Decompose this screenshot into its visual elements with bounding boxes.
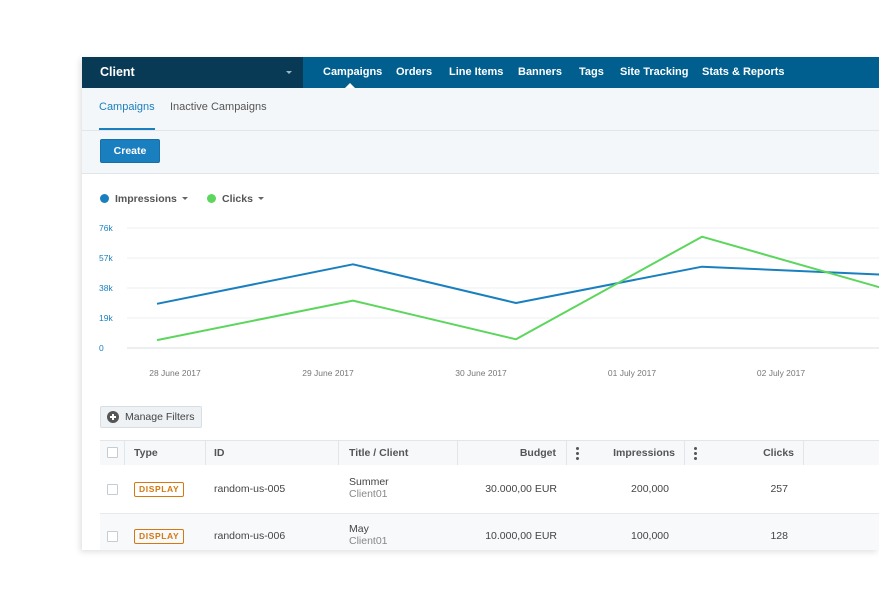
manage-filters-button[interactable]: Manage Filters <box>100 406 203 428</box>
campaign-client: Client01 <box>349 535 388 547</box>
active-nav-indicator <box>345 83 355 88</box>
top-navigation-bar: Client Campaigns Orders Line Items Banne… <box>82 57 879 88</box>
campaign-budget: 10.000,00 EUR <box>485 530 557 542</box>
campaign-impressions: 100,000 <box>631 530 669 542</box>
x-tick-label: 01 July 2017 <box>608 368 656 378</box>
table-header: Type ID Title / Client Budget Impression… <box>100 440 879 466</box>
header-type[interactable]: Type <box>134 447 158 459</box>
column-divider <box>803 441 804 465</box>
type-badge: DISPLAY <box>134 529 185 544</box>
y-tick-label: 57k <box>99 253 113 263</box>
line-chart: 76k 57k 38k 19k 0 28 June 2017 29 June 2017 30 … <box>99 223 879 378</box>
column-divider <box>457 441 458 465</box>
table-row[interactable]: DISPLAY random-us-005 Summer Client01 30… <box>100 465 879 514</box>
client-selector[interactable]: Client <box>82 57 303 88</box>
legend-clicks-label: Clicks <box>222 193 253 205</box>
select-all-checkbox[interactable] <box>107 447 118 458</box>
app-window: Client Campaigns Orders Line Items Banne… <box>82 57 879 550</box>
header-budget[interactable]: Budget <box>519 447 556 459</box>
column-divider <box>566 441 567 465</box>
campaign-clicks: 128 <box>770 530 788 542</box>
sub-tabs: Campaigns Inactive Campaigns <box>82 88 879 131</box>
legend-impressions[interactable]: Impressions <box>100 193 188 207</box>
y-tick-label: 0 <box>99 343 104 353</box>
column-divider <box>684 441 685 465</box>
impressions-column-menu-icon[interactable] <box>694 447 697 460</box>
nav-tags[interactable]: Tags <box>579 66 604 78</box>
nav-campaigns[interactable]: Campaigns <box>323 66 383 78</box>
legend-impressions-label: Impressions <box>115 193 177 205</box>
tab-campaigns[interactable]: Campaigns <box>99 88 155 130</box>
y-tick-label: 19k <box>99 313 113 323</box>
y-tick-label: 38k <box>99 283 113 293</box>
plus-circle-icon <box>107 411 119 423</box>
campaign-clicks: 257 <box>770 483 788 495</box>
campaign-title[interactable]: Summer Client01 <box>349 476 389 500</box>
manage-filters-label: Manage Filters <box>125 411 195 423</box>
series-line-clicks <box>156 235 879 342</box>
y-tick-label: 76k <box>99 223 113 233</box>
x-tick-label: 29 June 2017 <box>302 368 354 378</box>
chevron-down-icon <box>286 71 292 74</box>
row-checkbox[interactable] <box>107 484 118 495</box>
column-divider <box>338 441 339 465</box>
header-clicks[interactable]: Clicks <box>763 447 794 459</box>
impressions-dot-icon <box>100 194 109 203</box>
table-row[interactable]: DISPLAY random-us-006 May Client01 10.00… <box>100 514 879 550</box>
nav-stats-reports[interactable]: Stats & Reports <box>702 66 785 78</box>
create-button[interactable]: Create <box>100 139 160 163</box>
campaign-id[interactable]: random-us-006 <box>214 530 286 542</box>
type-badge: DISPLAY <box>134 482 185 497</box>
campaign-title-text: Summer <box>349 476 389 488</box>
campaign-title[interactable]: May Client01 <box>349 523 388 547</box>
header-title-client[interactable]: Title / Client <box>349 447 409 459</box>
action-bar: Create <box>82 131 879 174</box>
tab-inactive-campaigns[interactable]: Inactive Campaigns <box>170 101 267 113</box>
budget-column-menu-icon[interactable] <box>576 447 579 460</box>
series-line-impressions <box>156 263 879 305</box>
chevron-down-icon <box>257 197 264 200</box>
header-id[interactable]: ID <box>214 447 225 459</box>
nav-site-tracking[interactable]: Site Tracking <box>620 66 689 78</box>
x-tick-label: 30 June 2017 <box>455 368 507 378</box>
campaign-impressions: 200,000 <box>631 483 669 495</box>
nav-orders[interactable]: Orders <box>396 66 433 78</box>
x-tick-label: 02 July 2017 <box>757 368 805 378</box>
nav-line-items[interactable]: Line Items <box>449 66 504 78</box>
campaign-budget: 30.000,00 EUR <box>485 483 557 495</box>
campaign-client: Client01 <box>349 488 388 500</box>
clicks-dot-icon <box>207 194 216 203</box>
campaign-id[interactable]: random-us-005 <box>214 483 286 495</box>
nav-banners[interactable]: Banners <box>518 66 563 78</box>
campaign-title-text: May <box>349 523 369 535</box>
header-impressions[interactable]: Impressions <box>613 447 675 459</box>
legend-clicks[interactable]: Clicks <box>207 193 264 207</box>
column-divider <box>205 441 206 465</box>
client-selector-label: Client <box>100 65 135 79</box>
x-tick-label: 28 June 2017 <box>149 368 201 378</box>
column-divider <box>124 441 125 465</box>
chevron-down-icon <box>181 197 188 200</box>
row-checkbox[interactable] <box>107 531 118 542</box>
